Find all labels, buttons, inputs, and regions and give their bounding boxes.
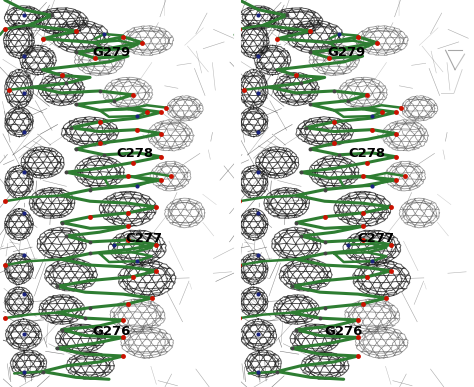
Text: C278: C278	[348, 147, 385, 160]
Text: C277: C277	[126, 232, 163, 245]
Text: G279: G279	[327, 46, 365, 59]
Text: G276: G276	[92, 325, 131, 338]
Text: G276: G276	[325, 325, 363, 338]
Text: C277: C277	[358, 232, 395, 245]
Text: G279: G279	[92, 46, 131, 59]
Text: C278: C278	[116, 147, 153, 160]
